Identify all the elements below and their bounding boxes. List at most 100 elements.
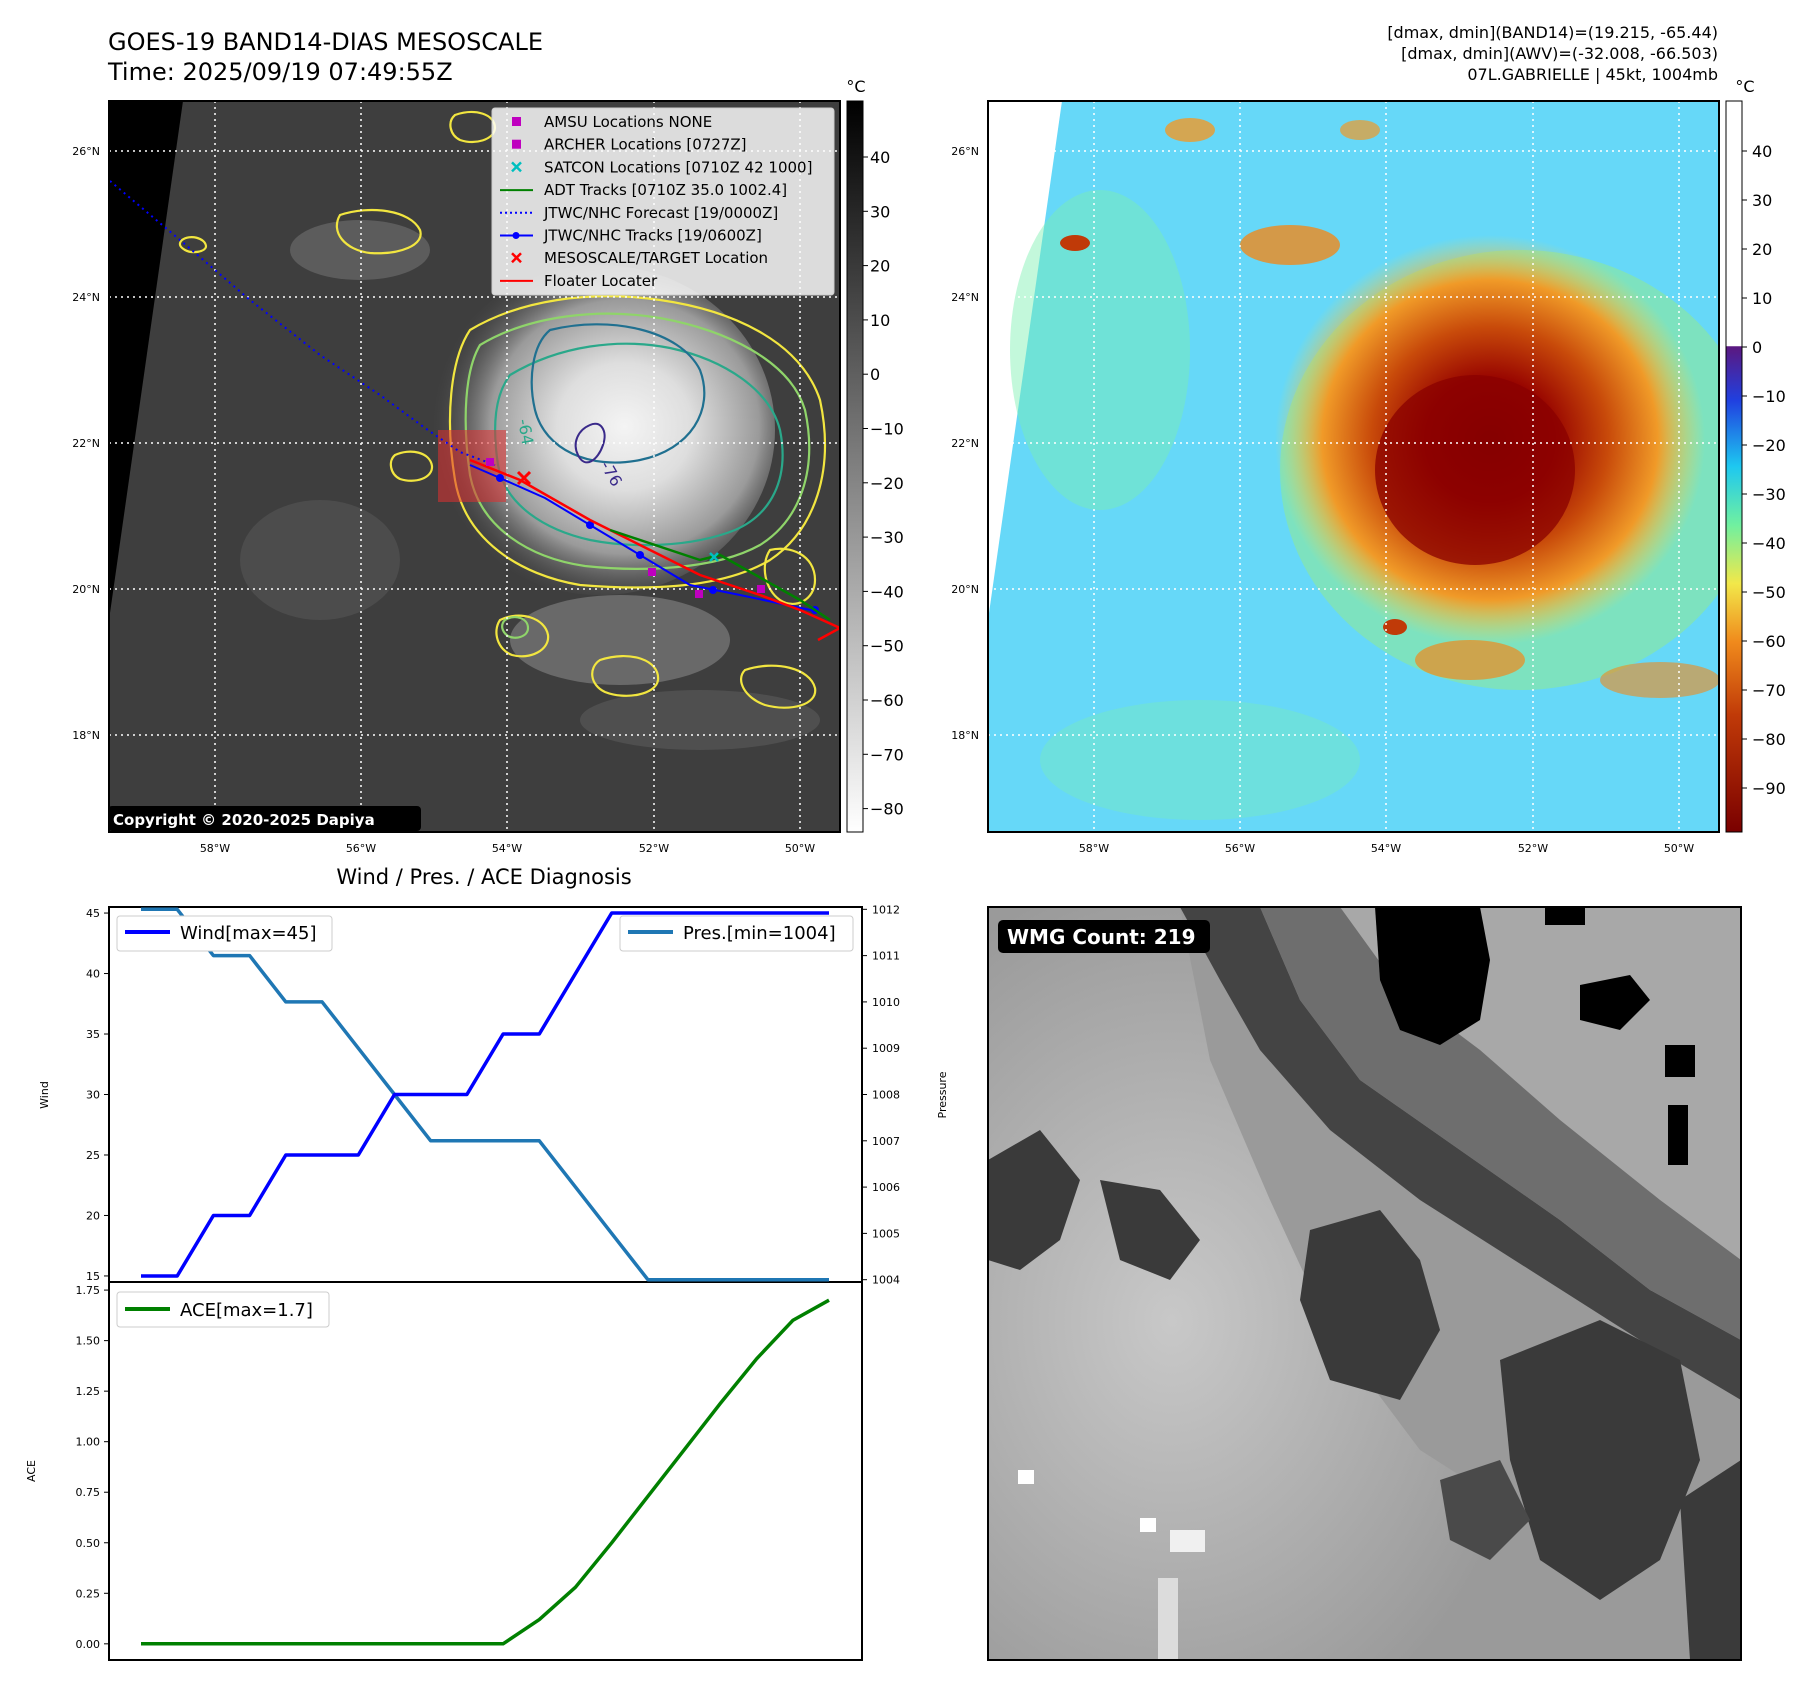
wind-tick-label: 45 [86, 907, 100, 920]
lat-label: 22°N [951, 437, 979, 450]
colorbar-tick-label: −50 [870, 637, 904, 656]
legend-label: MESOSCALE/TARGET Location [544, 249, 768, 267]
colorbar-tick-label: 40 [1752, 142, 1772, 161]
legend-label: JTWC/NHC Tracks [19/0600Z] [543, 227, 762, 245]
ir-color-map [988, 101, 1719, 832]
legend-marker [511, 252, 522, 264]
legend-entry: JTWC/NHC Tracks [19/0600Z] [500, 227, 762, 245]
map-title: GOES-19 BAND14-DIAS MESOSCALE [108, 28, 543, 56]
pressure-tick-label: 1007 [872, 1135, 900, 1148]
legend-label: Floater Locater [544, 272, 658, 290]
legend-marker [512, 117, 521, 126]
wind-tick-label: 30 [86, 1089, 100, 1102]
colorbar-tick-label: −30 [1752, 485, 1786, 504]
pressure-tick-label: 1008 [872, 1089, 900, 1102]
adt-track [609, 528, 831, 622]
lon-label: 58°W [1079, 842, 1109, 855]
colorbar-tick-label: −10 [1752, 387, 1786, 406]
colorbar-tick-label: 10 [870, 311, 890, 330]
wmg-count: WMG Count: 219 [1007, 925, 1196, 949]
pressure-tick-label: 1012 [872, 903, 900, 916]
ace-tick-label: 0.75 [76, 1486, 101, 1499]
colorbar-tick-label: 0 [870, 365, 880, 384]
pressure-tick-label: 1004 [872, 1274, 900, 1287]
legend-entry: SATCON Locations [0710Z 42 1000] [511, 158, 812, 176]
pressure-axis-label: Pressure [936, 1071, 949, 1118]
ace-panel [108, 1281, 863, 1661]
copyright-box [108, 806, 421, 831]
wind-tick-label: 35 [86, 1028, 100, 1041]
colorbar-tick-label: −80 [870, 800, 904, 819]
floater-track [469, 458, 840, 642]
legend-label: ADT Tracks [0710Z 35.0 1002.4] [544, 181, 787, 199]
legend-label: JTWC/NHC Forecast [19/0000Z] [543, 204, 778, 222]
legend-marker [512, 232, 520, 239]
band14-range: [dmax, dmin](BAND14)=(19.215, -65.44) [1387, 23, 1718, 42]
legend-marker [512, 139, 521, 149]
colorbar-rainbow [1725, 100, 1743, 833]
wind-legend: Wind[max=45] [116, 915, 333, 952]
awv-range: [dmax, dmin](AWV)=(-32.008, -66.503) [1401, 44, 1718, 63]
pressure-tick-label: 1011 [872, 950, 900, 963]
colorbar-tick-label: −20 [870, 474, 904, 493]
colorbar-tick-label: −70 [870, 745, 904, 764]
archer-points [486, 458, 765, 598]
lat-label: 18°N [951, 729, 979, 742]
pressure-tick-label: 1006 [872, 1181, 900, 1194]
legend-label: AMSU Locations NONE [544, 113, 712, 131]
colorbar-tick-label: 0 [1752, 338, 1762, 357]
lon-label: 54°W [1371, 842, 1401, 855]
legend-entry: ARCHER Locations [0727Z] [512, 136, 747, 154]
lon-label: 56°W [346, 842, 376, 855]
storm-info: 07L.GABRIELLE | 45kt, 1004mb [1467, 65, 1718, 84]
colorbar-tick-label: −70 [1752, 681, 1786, 700]
wmg-image [988, 907, 1741, 1660]
colorbar-tick-label: 20 [1752, 240, 1772, 259]
legend-entry: MESOSCALE/TARGET Location [511, 249, 768, 267]
wind-legend-label: Wind[max=45] [180, 923, 317, 944]
colorbar-tick-label: −80 [1752, 730, 1786, 749]
no-data-wedge [109, 101, 183, 620]
lon-label: 58°W [200, 842, 230, 855]
wind-series-line [141, 911, 829, 1278]
colorbar-tick-label: −10 [870, 420, 904, 439]
ace-tick-label: 1.25 [76, 1385, 101, 1398]
wind-tick-label: 40 [86, 968, 100, 981]
colorbar-right-unit: °C [1735, 77, 1754, 96]
pressure-tick-label: 1010 [872, 996, 900, 1009]
lon-label: 50°W [1664, 842, 1694, 855]
grid-right [988, 101, 1719, 832]
lon-label: 52°W [1518, 842, 1548, 855]
wind-tick-label: 15 [86, 1270, 100, 1283]
ace-axis-label: ACE [25, 1460, 38, 1482]
pressure-tick-label: 1009 [872, 1042, 900, 1055]
ace-legend-label: ACE[max=1.7] [180, 1300, 313, 1321]
colorbar-tick-label: −40 [870, 582, 904, 601]
colorbar-gray [846, 100, 864, 833]
colorbar-left-unit: °C [846, 77, 865, 96]
lat-label: 26°N [951, 145, 979, 158]
pressure-legend-label: Pres.[min=1004] [683, 923, 836, 944]
legend-label: ARCHER Locations [0727Z] [544, 136, 747, 154]
lat-label: 22°N [72, 437, 100, 450]
legend-marker [511, 161, 522, 173]
satcon-points [709, 552, 719, 562]
pressure-series-line [141, 907, 829, 1282]
copyright: Copyright © 2020-2025 Dapiya [113, 811, 375, 829]
map-legend: AMSU Locations NONE ARCHER Locations [072… [491, 107, 835, 296]
colorbar-tick-label: −20 [1752, 436, 1786, 455]
colorbar-tick-label: −40 [1752, 534, 1786, 553]
pressure-tick-label: 1005 [872, 1227, 900, 1240]
map-time: Time: 2025/09/19 07:49:55Z [107, 58, 453, 86]
colorbar-tick-label: 30 [870, 202, 890, 221]
legend-entry: ADT Tracks [0710Z 35.0 1002.4] [500, 181, 787, 199]
ace-legend: ACE[max=1.7] [116, 1291, 330, 1328]
lon-label: 56°W [1225, 842, 1255, 855]
wind-axis-label: Wind [38, 1081, 51, 1109]
colorbar-tick-label: 30 [1752, 191, 1772, 210]
lat-label: 20°N [951, 583, 979, 596]
ace-tick-label: 0.50 [76, 1537, 101, 1550]
legend-entry: Floater Locater [500, 272, 658, 290]
ace-series-line [141, 1298, 830, 1646]
colorbar-tick-label: −30 [870, 528, 904, 547]
